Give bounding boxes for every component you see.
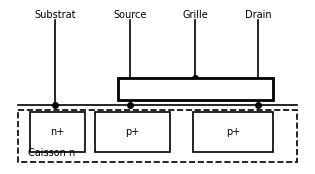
Text: Substrat: Substrat (34, 10, 76, 20)
Text: Grille: Grille (182, 10, 208, 20)
Bar (193, 112, 273, 152)
Text: Drain: Drain (245, 10, 271, 20)
Text: n+: n+ (50, 127, 65, 137)
Text: p+: p+ (125, 127, 140, 137)
Bar (30, 112, 85, 152)
Bar (95, 112, 170, 152)
Bar (118, 78, 273, 100)
Text: Source: Source (113, 10, 147, 20)
Text: Caisson n: Caisson n (28, 148, 75, 158)
Text: p+: p+ (226, 127, 240, 137)
Bar (18, 110, 297, 162)
